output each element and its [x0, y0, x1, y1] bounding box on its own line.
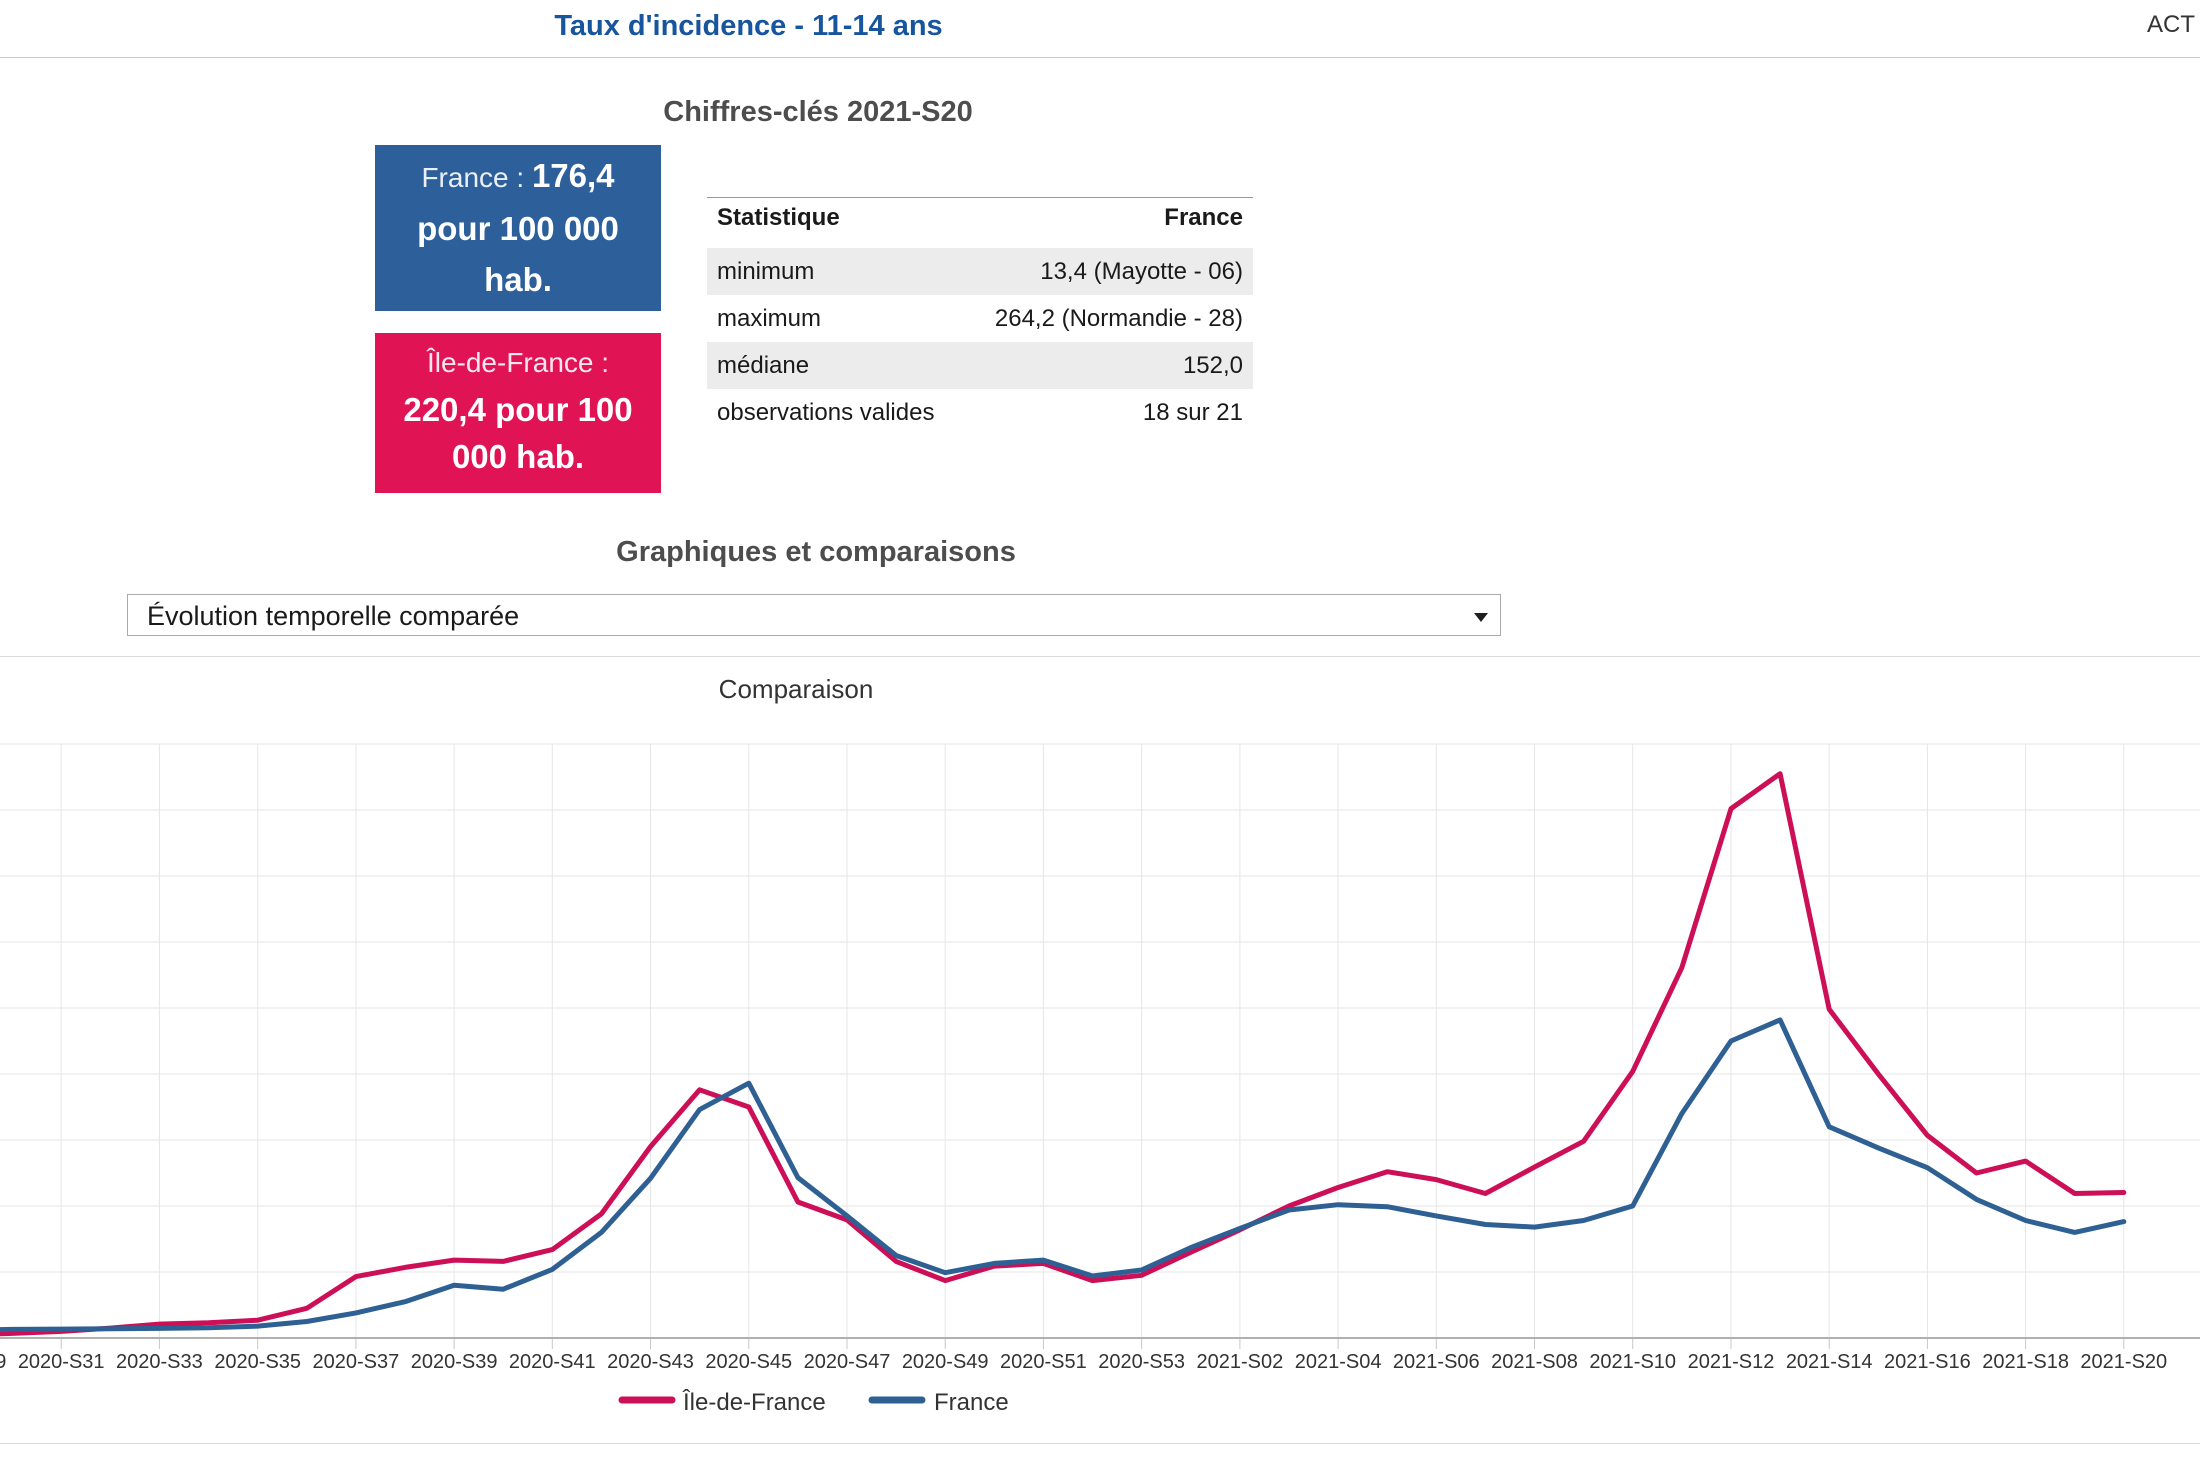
svg-text:France: France — [934, 1389, 1009, 1416]
svg-text:2020-S53: 2020-S53 — [1098, 1351, 1185, 1373]
svg-text:2021-S02: 2021-S02 — [1197, 1351, 1284, 1373]
svg-text:2020-S51: 2020-S51 — [1000, 1351, 1087, 1373]
svg-text:2020-S31: 2020-S31 — [18, 1351, 105, 1373]
svg-text:2020-S33: 2020-S33 — [116, 1351, 203, 1373]
svg-text:2020-S35: 2020-S35 — [214, 1351, 301, 1373]
svg-text:2021-S06: 2021-S06 — [1393, 1351, 1480, 1373]
svg-text:Île-de-France: Île-de-France — [682, 1389, 826, 1416]
svg-text:2020-S47: 2020-S47 — [804, 1351, 891, 1373]
svg-text:2021-S14: 2021-S14 — [1786, 1351, 1873, 1373]
svg-text:2021-S16: 2021-S16 — [1884, 1351, 1971, 1373]
svg-text:2021-S20: 2021-S20 — [2080, 1351, 2167, 1373]
svg-text:2021-S18: 2021-S18 — [1982, 1351, 2069, 1373]
svg-text:2020-S37: 2020-S37 — [313, 1351, 400, 1373]
svg-text:2020-S39: 2020-S39 — [411, 1351, 498, 1373]
svg-text:2020-S41: 2020-S41 — [509, 1351, 596, 1373]
svg-text:2020-S49: 2020-S49 — [902, 1351, 989, 1373]
svg-text:2020-S45: 2020-S45 — [705, 1351, 792, 1373]
svg-text:2020-S29: 2020-S29 — [0, 1351, 6, 1373]
svg-text:2021-S08: 2021-S08 — [1491, 1351, 1578, 1373]
svg-text:2021-S12: 2021-S12 — [1688, 1351, 1775, 1373]
svg-text:2021-S10: 2021-S10 — [1589, 1351, 1676, 1373]
svg-text:2021-S04: 2021-S04 — [1295, 1351, 1382, 1373]
svg-text:2020-S43: 2020-S43 — [607, 1351, 694, 1373]
